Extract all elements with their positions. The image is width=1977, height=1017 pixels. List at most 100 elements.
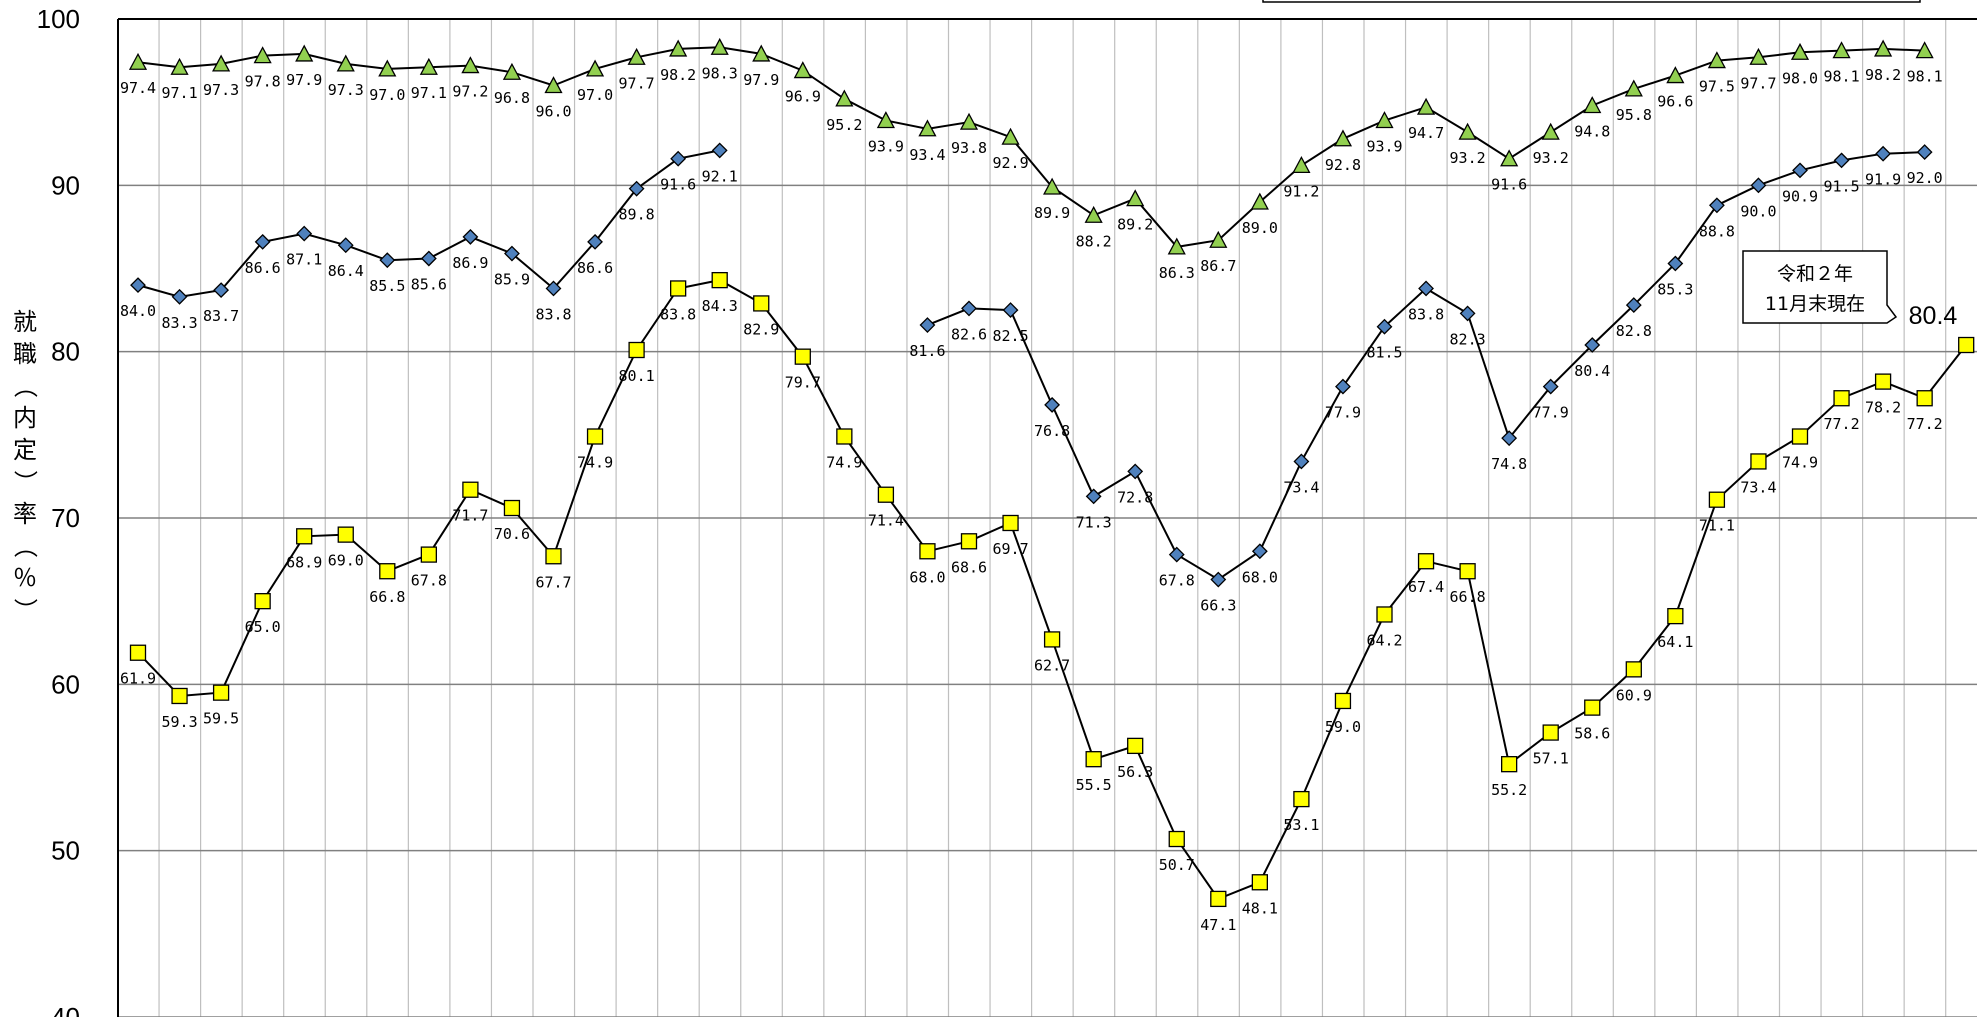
diamond-marker <box>1127 463 1144 480</box>
y-axis-label: 就職 （ 内定 ） 率 （ ％ ） <box>11 308 39 622</box>
data-label: 98.2 <box>1865 66 1901 84</box>
data-label: 83.8 <box>535 305 571 323</box>
diamond-marker <box>1833 152 1850 169</box>
data-label: 64.1 <box>1657 633 1693 651</box>
data-label: 74.8 <box>1491 455 1527 473</box>
diamond-marker <box>587 233 603 250</box>
triangle-marker <box>793 61 812 79</box>
data-label: 85.6 <box>411 276 447 294</box>
data-label: 67.8 <box>411 572 447 590</box>
data-label: 79.7 <box>785 374 821 392</box>
diamond-marker <box>254 233 271 250</box>
square-marker <box>545 548 562 565</box>
triangle-marker <box>336 54 355 72</box>
data-label: 85.3 <box>1657 281 1693 299</box>
y-tick-label: 70 <box>51 503 80 533</box>
data-label: 69.0 <box>328 552 364 570</box>
data-label: 80.1 <box>619 367 655 385</box>
triangle-marker <box>1126 189 1145 207</box>
data-label: 96.8 <box>494 89 530 107</box>
diamond-marker <box>1376 318 1393 335</box>
diamond-marker <box>1708 197 1725 214</box>
diamond-marker <box>1750 177 1767 194</box>
data-label: 77.2 <box>1907 415 1943 433</box>
data-label: 84.3 <box>702 297 738 315</box>
data-label: 89.2 <box>1117 216 1153 234</box>
square-marker <box>1251 874 1268 891</box>
data-label: 97.7 <box>1740 74 1776 92</box>
diamond-marker <box>1916 144 1933 160</box>
data-label: 91.9 <box>1865 171 1901 189</box>
data-label: 69.7 <box>992 540 1028 558</box>
data-label: 98.3 <box>702 64 738 82</box>
data-label: 82.5 <box>992 327 1028 345</box>
data-label: 94.8 <box>1574 122 1610 140</box>
data-label: 91.6 <box>660 176 696 194</box>
data-label: 78.2 <box>1865 399 1901 417</box>
y-axis-label-char: ％ <box>13 564 37 592</box>
data-label: 94.7 <box>1408 124 1444 142</box>
diamond-marker <box>1251 543 1268 560</box>
data-label: 80.4 <box>1574 362 1610 380</box>
triangle-marker <box>1333 129 1353 147</box>
square-marker <box>960 533 978 550</box>
data-label: 71.1 <box>1699 517 1735 535</box>
triangle-marker <box>461 56 480 74</box>
data-label: 82.8 <box>1616 322 1652 340</box>
data-label: 83.7 <box>203 307 239 325</box>
diamond-marker <box>1418 280 1434 297</box>
diamond-marker <box>130 277 146 294</box>
diamond-marker <box>1875 145 1892 162</box>
y-axis-label-char: 率 <box>13 500 37 528</box>
data-label: 73.4 <box>1740 478 1776 496</box>
y-tick-label: 100 <box>37 4 80 34</box>
diamond-marker <box>961 300 977 317</box>
square-marker <box>1958 336 1975 354</box>
data-label: 81.5 <box>1366 344 1402 362</box>
data-label: 92.9 <box>992 154 1028 172</box>
triangle-marker <box>876 111 895 129</box>
triangle-marker <box>1458 122 1477 140</box>
data-label: 60.9 <box>1616 686 1652 704</box>
data-label: 86.4 <box>328 262 364 280</box>
y-axis-label-char: ） <box>11 470 39 494</box>
annotation-callout: 令和２年 11月末現在 80.4 <box>1742 250 1957 330</box>
data-label: 86.9 <box>452 254 488 272</box>
data-label: 77.2 <box>1823 415 1859 433</box>
square-marker <box>670 280 687 297</box>
data-label: 67.7 <box>535 573 571 591</box>
triangle-marker <box>1583 96 1602 114</box>
data-label: 76.8 <box>1034 422 1070 440</box>
square-marker <box>1376 606 1393 623</box>
triangle-marker <box>1624 79 1643 97</box>
y-axis-label-char: 内 <box>13 404 37 432</box>
diamond-marker <box>1085 488 1102 505</box>
square-marker <box>1417 553 1435 570</box>
data-label: 92.1 <box>702 167 738 185</box>
data-label: 98.0 <box>1782 69 1818 87</box>
triangle-marker <box>1666 66 1685 84</box>
y-axis-label-char: 就 <box>13 308 37 336</box>
data-label: 64.2 <box>1366 631 1402 649</box>
data-label: 91.2 <box>1283 182 1319 200</box>
square-marker <box>711 271 728 289</box>
data-label: 97.0 <box>577 86 613 104</box>
legend-box <box>1262 0 1921 3</box>
diamond-marker <box>504 245 520 262</box>
diamond-marker <box>628 180 645 197</box>
data-label: 61.9 <box>120 670 156 688</box>
data-label: 85.9 <box>494 271 530 289</box>
diamond-marker <box>171 288 188 305</box>
square-marker <box>1293 790 1310 808</box>
data-labels: 97.4 97.1 97.3 97.8 97.9 97.3 97.0 97.1 97.2 96.8… <box>120 64 1943 934</box>
data-label: 83.8 <box>1408 305 1444 323</box>
diamond-marker <box>670 150 687 167</box>
data-label: 58.6 <box>1574 725 1610 743</box>
triangle-marker <box>1209 230 1228 248</box>
diamond-marker <box>462 228 479 245</box>
data-label: 55.2 <box>1491 781 1527 799</box>
square-marker <box>462 481 479 498</box>
diamond-marker <box>1542 378 1559 395</box>
diamond-marker <box>1293 453 1310 470</box>
triangle-marker <box>1001 127 1020 145</box>
